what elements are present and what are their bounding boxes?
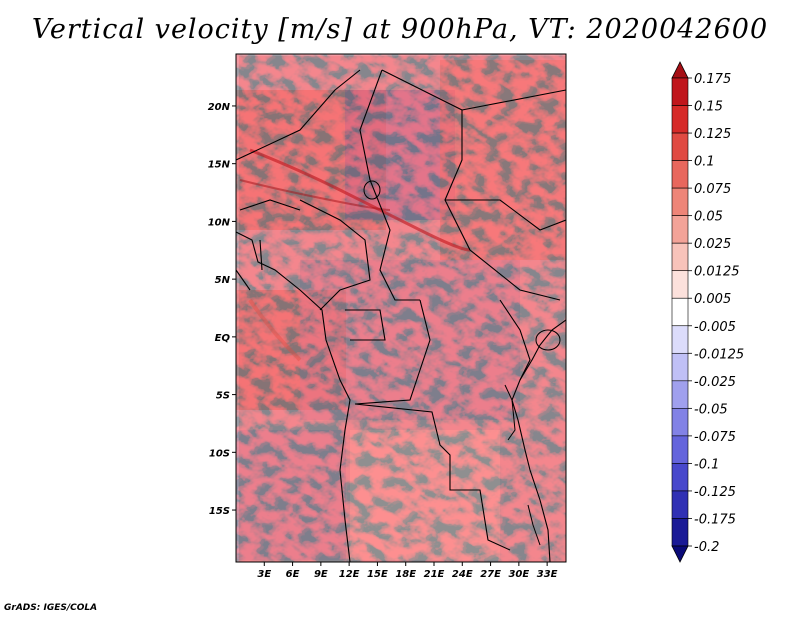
lakes	[363, 180, 561, 546]
colorbar-label: 0.025	[694, 237, 731, 252]
coastline-east	[511, 319, 566, 562]
lake-tanganyika	[504, 384, 516, 441]
colorbar-label: 0.075	[694, 182, 731, 197]
lon-tick-label: 18E	[395, 569, 416, 580]
colorbar-segment	[671, 187, 689, 216]
map-title: Vertical velocity [m/s] at 900hPa, VT: 2…	[31, 14, 769, 45]
lat-tick-label: 20N	[208, 102, 231, 113]
colorbar-label: 0.05	[694, 210, 723, 225]
colorbar-segment	[671, 545, 689, 563]
colorbar-segment	[671, 61, 689, 79]
lat-tick-label: 10N	[208, 217, 231, 228]
lon-tick-label: 33E	[537, 569, 558, 580]
lat-tick-label: 10S	[209, 448, 230, 459]
lon-tick-label: 27E	[480, 569, 501, 580]
colorbar-segment	[671, 325, 689, 354]
grads-credit: GrADS: IGES/COLA	[4, 603, 98, 613]
lon-tick-label: 6E	[286, 569, 300, 580]
colorbar-label: 0.0125	[694, 265, 740, 280]
colorbar-segment	[671, 435, 689, 464]
colorbar-label: -0.0125	[694, 347, 744, 362]
colorbar-label: -0.2	[694, 540, 719, 555]
colorbar-segment	[671, 297, 689, 327]
lake-victoria	[535, 329, 561, 351]
colorbar-segment	[671, 132, 689, 161]
lat-tick-label: 5S	[216, 391, 230, 402]
lat-tick-label: 5N	[215, 275, 231, 286]
lat-tick-label: EQ	[215, 333, 231, 344]
colorbar-label: -0.1	[694, 457, 719, 472]
lon-tick-label: 15E	[367, 569, 388, 580]
colorbar-segment	[671, 270, 689, 299]
colorbar-segment	[671, 380, 689, 409]
lat-tick-label: 15S	[209, 506, 230, 517]
colorbar-segment	[671, 408, 689, 437]
colorbar-segment	[671, 105, 689, 134]
colorbar-label: -0.005	[694, 320, 736, 335]
colorbar: 0.175 0.15 0.125 0.1 0.075 0.05 0.025 0.0125 0.0…	[671, 61, 744, 563]
latitude-axis: 20N 15N 10N 5N EQ 5S 10S 15S	[208, 102, 236, 517]
plot-frame	[235, 53, 567, 563]
lon-tick-label: 24E	[452, 569, 473, 580]
lon-tick-label: 9E	[314, 569, 328, 580]
colorbar-label: -0.125	[694, 485, 736, 500]
lon-tick-label: 30E	[508, 569, 529, 580]
colorbar-segment	[671, 215, 689, 244]
longitude-axis: 3E 6E 9E 12E 15E 18E 21E 24E 27E 30E 33E	[257, 562, 558, 580]
coastline-west	[236, 231, 351, 562]
colorbar-segment	[671, 77, 689, 106]
convergence-streak	[249, 148, 471, 252]
colorbar-label: 0.125	[694, 127, 731, 142]
lake-malawi	[527, 504, 541, 546]
colorbar-label: 0.005	[694, 292, 731, 307]
colorbar-segment	[671, 490, 689, 519]
colorbar-label: -0.025	[694, 375, 736, 390]
lon-tick-label: 12E	[339, 569, 360, 580]
colorbar-label: -0.075	[694, 430, 736, 445]
colorbar-segment	[671, 160, 689, 189]
colorbar-label: -0.175	[694, 512, 736, 527]
colorbar-label: 0.175	[694, 72, 731, 87]
lon-tick-label: 3E	[257, 569, 271, 580]
lat-tick-label: 15N	[208, 160, 231, 171]
velocity-field	[236, 54, 566, 562]
colorbar-label: -0.05	[694, 402, 728, 417]
colorbar-segment	[671, 352, 689, 382]
colorbar-label: 0.15	[694, 100, 723, 115]
lon-tick-label: 21E	[424, 569, 445, 580]
colorbar-segment	[671, 242, 689, 272]
colorbar-segment	[671, 518, 689, 547]
colorbar-label: 0.1	[694, 155, 715, 170]
colorbar-segment	[671, 463, 689, 492]
lake-chad	[363, 180, 381, 200]
borders	[236, 69, 566, 562]
